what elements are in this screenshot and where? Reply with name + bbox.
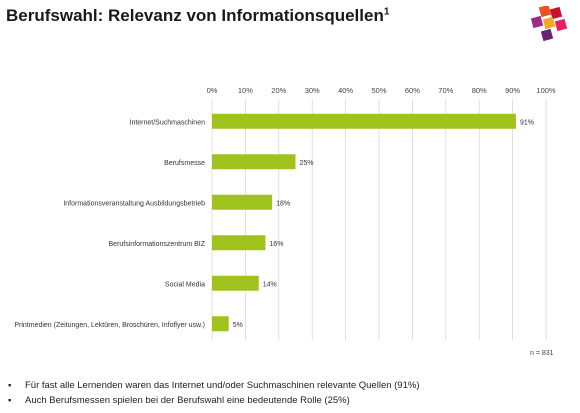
x-tick-label: 60% (405, 86, 420, 95)
x-tick-label: 0% (207, 86, 218, 95)
logo-square (540, 28, 554, 42)
x-tick-label: 10% (238, 86, 253, 95)
logo-square (542, 16, 556, 30)
summary-item: ▪ Auch Berufsmessen spielen bei der Beruf… (8, 393, 420, 408)
bullet-icon: ▪ (8, 395, 12, 406)
bar (212, 316, 229, 332)
x-tick-label: 40% (338, 86, 353, 95)
x-tick-label: 100% (536, 86, 556, 95)
bar (212, 154, 296, 170)
x-tick-label: 80% (472, 86, 487, 95)
title-footnote-marker: 1 (383, 6, 390, 18)
brand-logo-icon (530, 6, 568, 42)
x-tick-label: 50% (371, 86, 386, 95)
x-tick-label: 20% (271, 86, 286, 95)
x-tick-label: 30% (305, 86, 320, 95)
bar (212, 113, 516, 129)
category-label: Social Media (165, 281, 205, 288)
value-label: 91% (520, 119, 534, 126)
bar (212, 194, 273, 210)
x-tick-label: 90% (505, 86, 520, 95)
sample-size-note: n = 831 (530, 350, 554, 357)
summary-text: Für fast alle Lernenden waren das Intern… (25, 380, 420, 391)
logo-square (530, 15, 544, 29)
category-label: Informationsveranstaltung Ausbildungsbet… (63, 200, 205, 207)
category-label: Printmedien (Zeitungen, Lektüren, Brosch… (14, 322, 205, 329)
x-tick-label: 70% (438, 86, 453, 95)
logo-square (538, 6, 552, 18)
value-label: 18% (276, 200, 290, 207)
bar (212, 235, 266, 251)
summary-text: Auch Berufsmessen spielen bei der Berufs… (25, 395, 350, 406)
title-text: Berufswahl: Relevanz von Informationsque… (6, 6, 384, 25)
logo-square (554, 18, 568, 32)
summary-list: ▪ Für fast alle Lernenden waren das Inter… (8, 378, 420, 408)
value-label: 16% (269, 241, 283, 248)
value-label: 14% (263, 281, 277, 288)
bullet-icon: ▪ (8, 380, 12, 391)
summary-item: ▪ Für fast alle Lernenden waren das Inter… (8, 378, 420, 393)
category-label: Berufsmesse (164, 160, 205, 167)
value-label: 25% (300, 160, 314, 167)
category-label: Internet/Suchmaschinen (130, 119, 206, 126)
logo-square (549, 6, 563, 20)
bar-chart: 0% 10% 20% 30% 40% 50% 60% 70% 80% 90% 100% Interne… (14, 86, 556, 340)
bar (212, 275, 259, 291)
page-title: Berufswahl: Relevanz von Informationsque… (6, 6, 389, 26)
value-label: 5% (233, 322, 243, 329)
category-label: Berufsinformationszentrum BIZ (109, 241, 206, 248)
